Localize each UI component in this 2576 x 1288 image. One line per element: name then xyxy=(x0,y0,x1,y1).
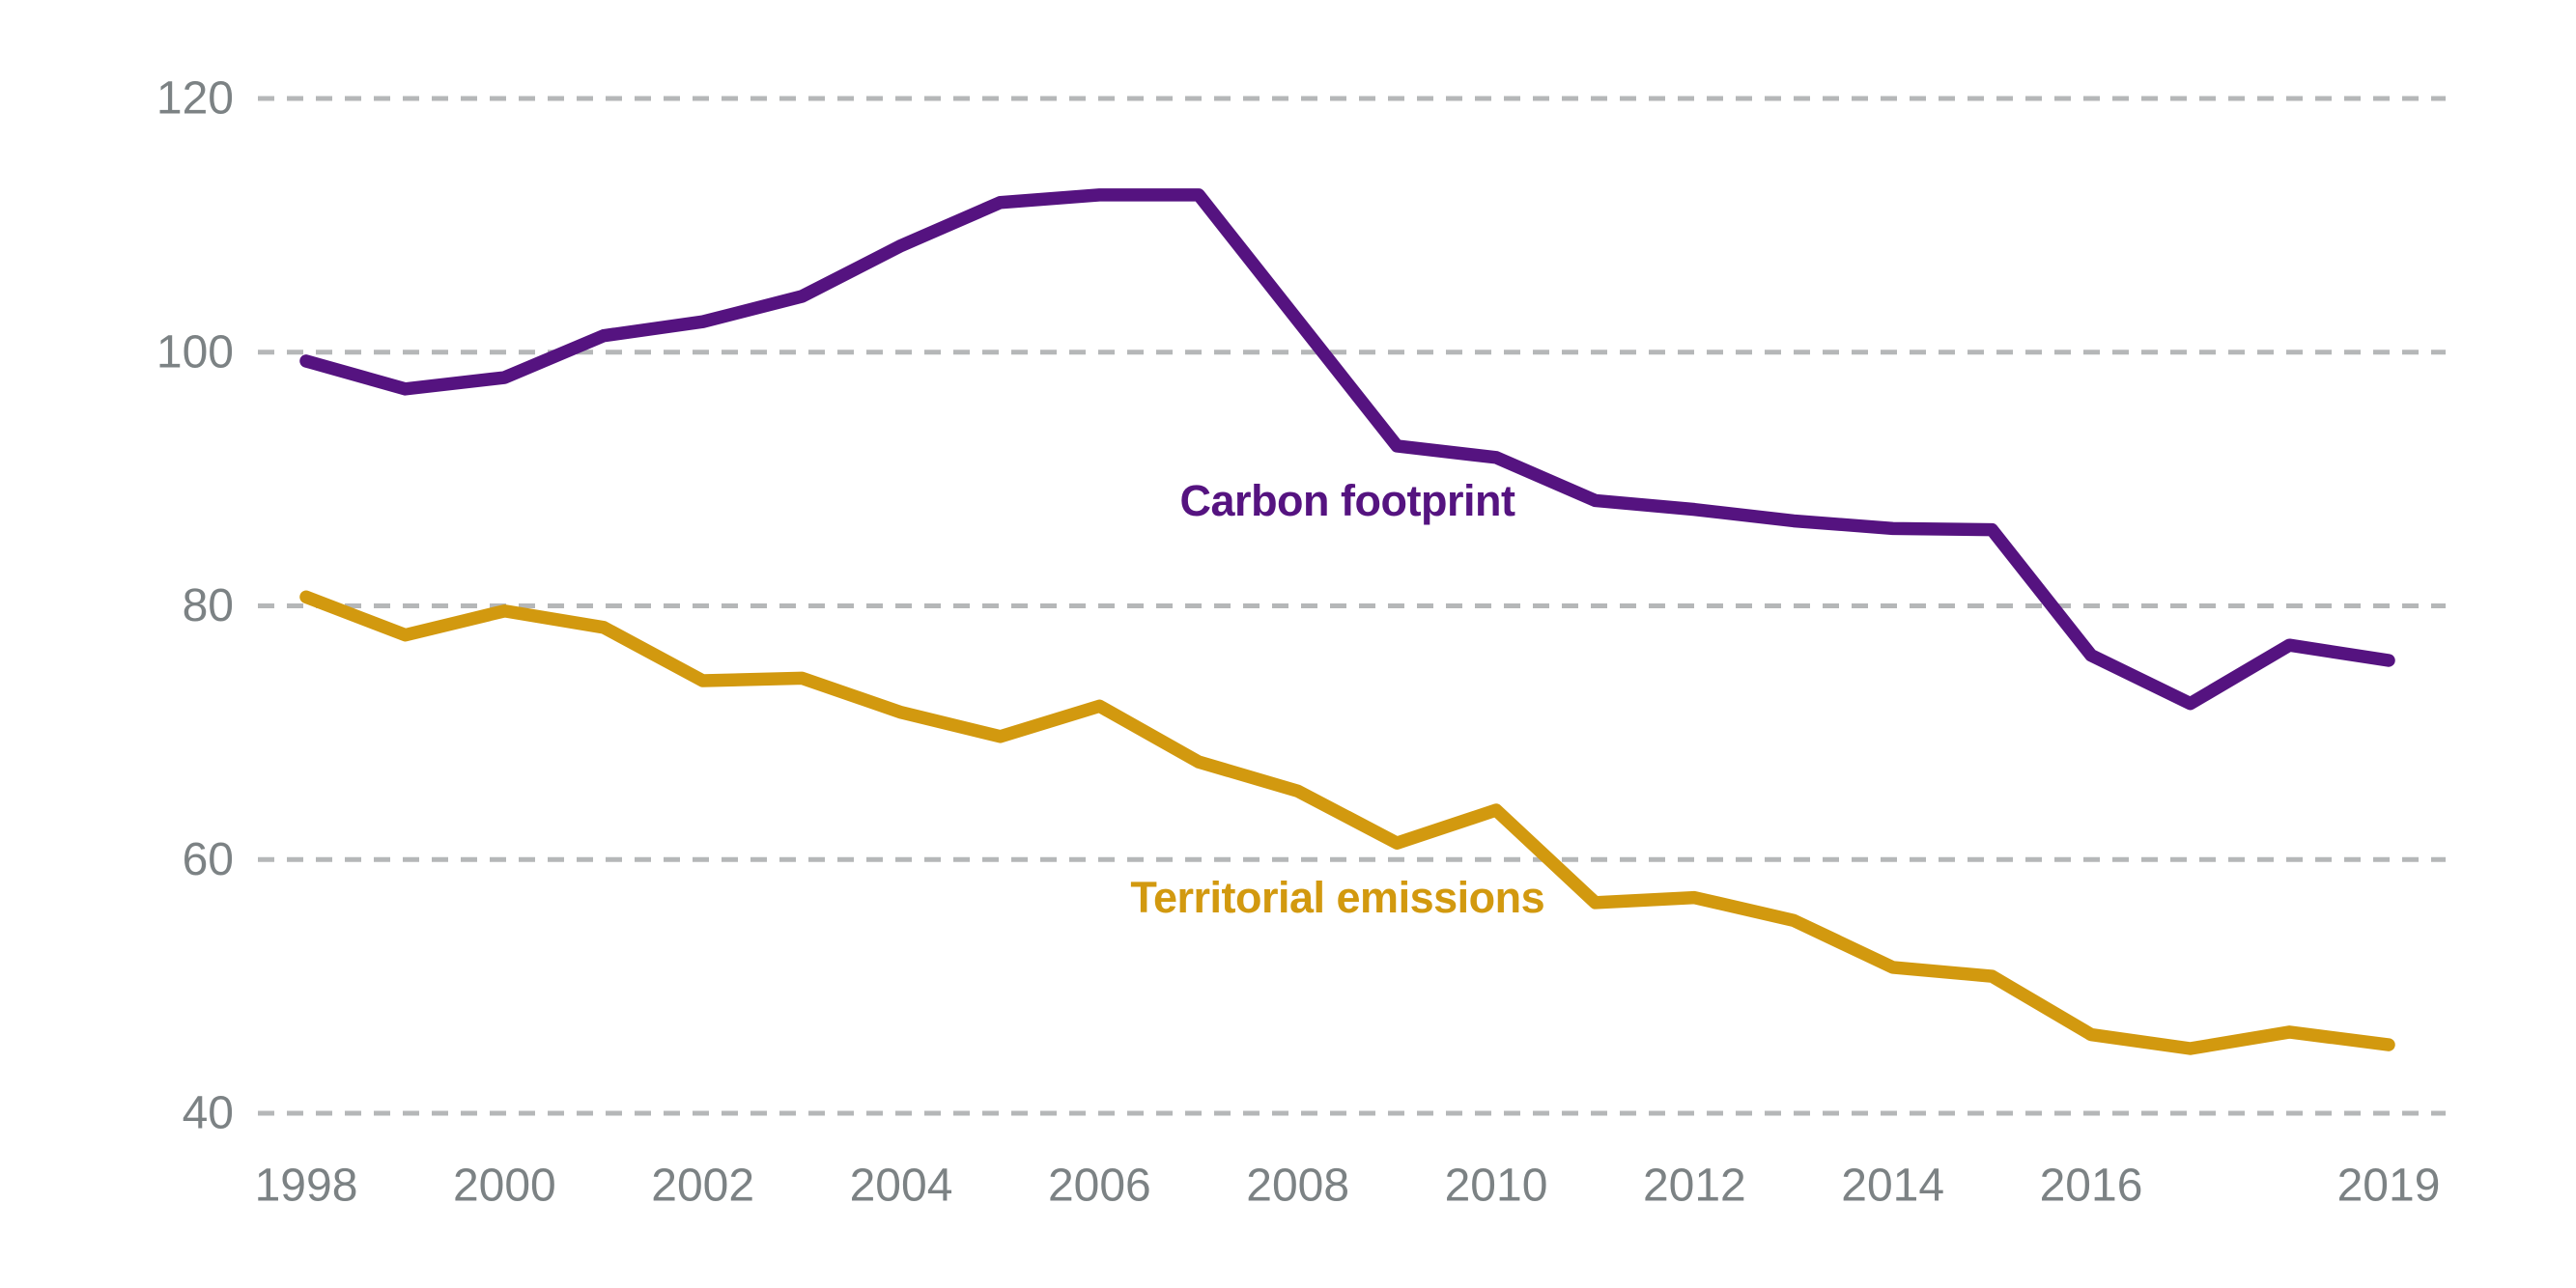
x-tick-label-2002: 2002 xyxy=(651,1161,754,1212)
x-tick-label-2012: 2012 xyxy=(1643,1161,1746,1212)
territorial-emissions-line xyxy=(299,590,2395,1055)
y-axis-tick-labels: 40 60 80 100 120 xyxy=(156,73,234,1139)
y-tick-label-40: 40 xyxy=(183,1088,234,1139)
x-tick-label-2014: 2014 xyxy=(1841,1161,1944,1212)
territorial-emissions-label: Territorial emissions xyxy=(1130,873,1544,922)
carbon-footprint-label: Carbon footprint xyxy=(1180,476,1515,525)
x-tick-label-2010: 2010 xyxy=(1445,1161,1548,1212)
x-tick-label-2006: 2006 xyxy=(1048,1161,1151,1212)
x-tick-label-2019: 2019 xyxy=(2337,1161,2441,1212)
y-tick-label-60: 60 xyxy=(183,834,234,885)
x-tick-label-2004: 2004 xyxy=(850,1161,953,1212)
x-tick-label-1998: 1998 xyxy=(255,1161,358,1212)
y-tick-label-80: 80 xyxy=(183,580,234,631)
x-tick-label-2008: 2008 xyxy=(1246,1161,1349,1212)
gridlines xyxy=(258,96,2446,1116)
x-axis-tick-labels: 1998 2000 2002 2004 2006 2008 2010 2012 2014 2016… xyxy=(255,1161,2441,1212)
y-tick-label-120: 120 xyxy=(156,73,234,125)
carbon-footprint-line xyxy=(299,188,2395,711)
series-group xyxy=(299,188,2395,1055)
y-tick-label-100: 100 xyxy=(156,326,234,378)
x-tick-label-2000: 2000 xyxy=(453,1161,556,1212)
x-tick-label-2016: 2016 xyxy=(2040,1161,2143,1212)
